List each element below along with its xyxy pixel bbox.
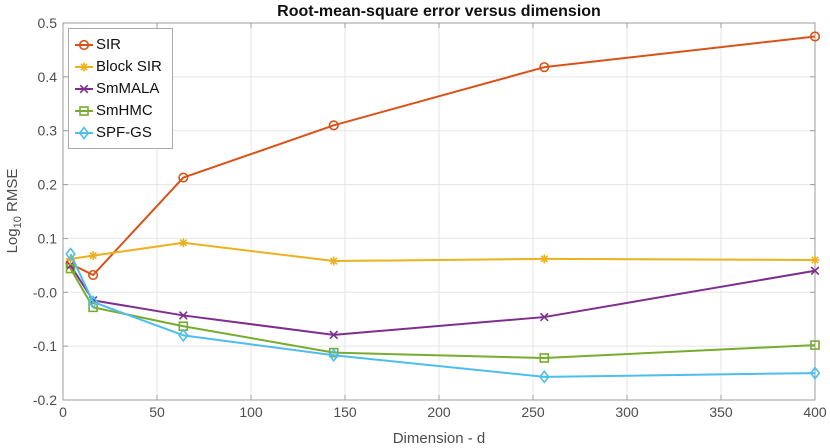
marker-circle (328, 120, 339, 131)
legend-marker-block-sir-icon (75, 62, 93, 71)
x-tick-label: 200 (427, 404, 451, 420)
y-tick-label: 0.4 (38, 69, 58, 85)
marker-x (539, 312, 549, 322)
marker-circle (539, 62, 550, 73)
x-tick-label: 350 (709, 404, 733, 420)
marker-diamond (65, 247, 76, 261)
y-axis-label: Log10 RMSE (4, 131, 24, 291)
chart-title: Root-mean-square error versus dimension (277, 3, 601, 20)
legend-item-smhmc: SmHMC (74, 100, 162, 121)
x-tick-label: 250 (521, 404, 545, 420)
marker-square (810, 340, 820, 350)
y-axis-label-suffix: RMSE (4, 168, 21, 217)
marker-circle (809, 31, 821, 42)
y-tick-label: 0.3 (38, 123, 58, 139)
legend-marker-sir-icon (75, 39, 93, 50)
x-tick-label: 150 (333, 404, 357, 420)
legend-label: SPF-GS (96, 124, 152, 141)
x-tick-label: 100 (239, 404, 263, 420)
x-tick-label: 300 (615, 404, 639, 420)
legend-marker-smmala-icon (75, 84, 93, 93)
marker-asterisk (88, 251, 98, 261)
series-line-smmala (69, 264, 816, 336)
marker-circle (78, 39, 90, 50)
legend-item-sir: SIR (74, 34, 162, 55)
series-line-spf-gs (69, 253, 816, 378)
series-line-block-sir (70, 241, 816, 263)
marker-circle (87, 269, 99, 281)
x-tick-label: 400 (803, 404, 827, 420)
marker-circle (178, 172, 189, 183)
legend-item-smmala: SmMALA (74, 78, 162, 99)
marker-square (65, 263, 76, 274)
marker-asterisk (79, 62, 89, 71)
legend-label: SIR (96, 36, 122, 53)
marker-square (539, 353, 550, 363)
legend-label: SmHMC (96, 102, 153, 119)
legend-marker-smhmc-icon (75, 105, 93, 116)
marker-asterisk (178, 238, 188, 248)
legend-label: SmMALA (96, 80, 160, 97)
marker-asterisk (810, 255, 820, 265)
marker-diamond (538, 370, 550, 384)
y-tick-label: -0.0 (33, 284, 57, 300)
y-tick-label: 0.1 (38, 230, 58, 246)
x-axis-label: Dimension - d (393, 430, 486, 447)
y-tick-label: -0.2 (33, 392, 57, 408)
y-axis-label-prefix: Log (4, 228, 21, 254)
marker-diamond (78, 125, 90, 140)
marker-diamond (809, 366, 821, 380)
x-tick-label: 50 (149, 404, 165, 420)
marker-asterisk (539, 254, 549, 264)
marker-diamond (178, 328, 189, 343)
y-tick-label: 0.5 (38, 15, 58, 31)
series-line-sir (70, 35, 816, 277)
legend-item-block-sir: Block SIR (74, 56, 162, 77)
marker-x (178, 311, 188, 320)
marker-square (88, 302, 98, 313)
marker-diamond (328, 348, 340, 363)
legend-marker-spf-gs-icon (75, 125, 93, 140)
marker-x (329, 330, 339, 340)
marker-diamond (87, 295, 99, 309)
y-tick-label: 0.2 (38, 177, 58, 193)
marker-asterisk (329, 256, 339, 266)
marker-square (79, 105, 89, 116)
x-tick-label: 0 (59, 404, 67, 420)
y-axis-label-subscript: 10 (12, 216, 24, 229)
legend: SIR Block SIR SmMALA SmHMC SPF-GS (68, 28, 173, 149)
marker-x (810, 266, 820, 276)
legend-label: Block SIR (96, 58, 162, 75)
y-tick-label: -0.1 (33, 338, 57, 354)
marker-x (79, 84, 89, 93)
legend-item-spf-gs: SPF-GS (74, 122, 162, 143)
